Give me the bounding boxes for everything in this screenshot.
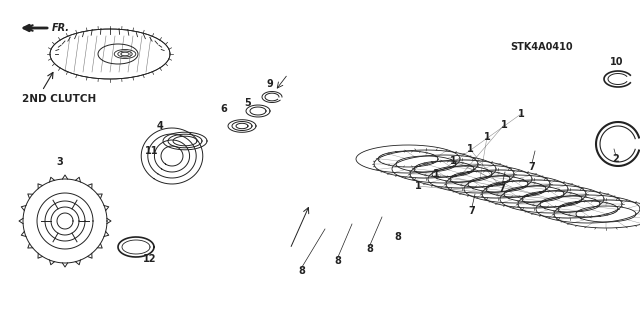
Text: 1: 1 (500, 120, 508, 130)
Text: 12: 12 (143, 254, 157, 264)
Text: 1: 1 (467, 144, 474, 154)
Text: 1: 1 (518, 109, 524, 119)
Text: 7: 7 (499, 184, 506, 194)
Text: 1: 1 (415, 181, 421, 191)
Text: 11: 11 (145, 146, 159, 156)
Text: 10: 10 (611, 57, 624, 67)
Text: 9: 9 (267, 79, 273, 89)
Text: 3: 3 (56, 157, 63, 167)
Text: FR.: FR. (52, 23, 70, 33)
Text: 8: 8 (395, 232, 401, 242)
Text: 7: 7 (468, 206, 476, 216)
Text: 8: 8 (367, 244, 373, 254)
Text: 8: 8 (335, 256, 341, 266)
Text: 8: 8 (299, 266, 305, 276)
Text: 1: 1 (484, 132, 490, 142)
Text: 2: 2 (612, 154, 620, 164)
Text: 1: 1 (433, 169, 440, 179)
Text: 4: 4 (157, 121, 163, 131)
Text: 7: 7 (529, 162, 536, 172)
Text: 5: 5 (244, 98, 252, 108)
Text: STK4A0410: STK4A0410 (510, 42, 573, 52)
Text: 2ND CLUTCH: 2ND CLUTCH (22, 94, 96, 104)
Text: 6: 6 (221, 104, 227, 114)
Text: 1: 1 (450, 156, 456, 166)
